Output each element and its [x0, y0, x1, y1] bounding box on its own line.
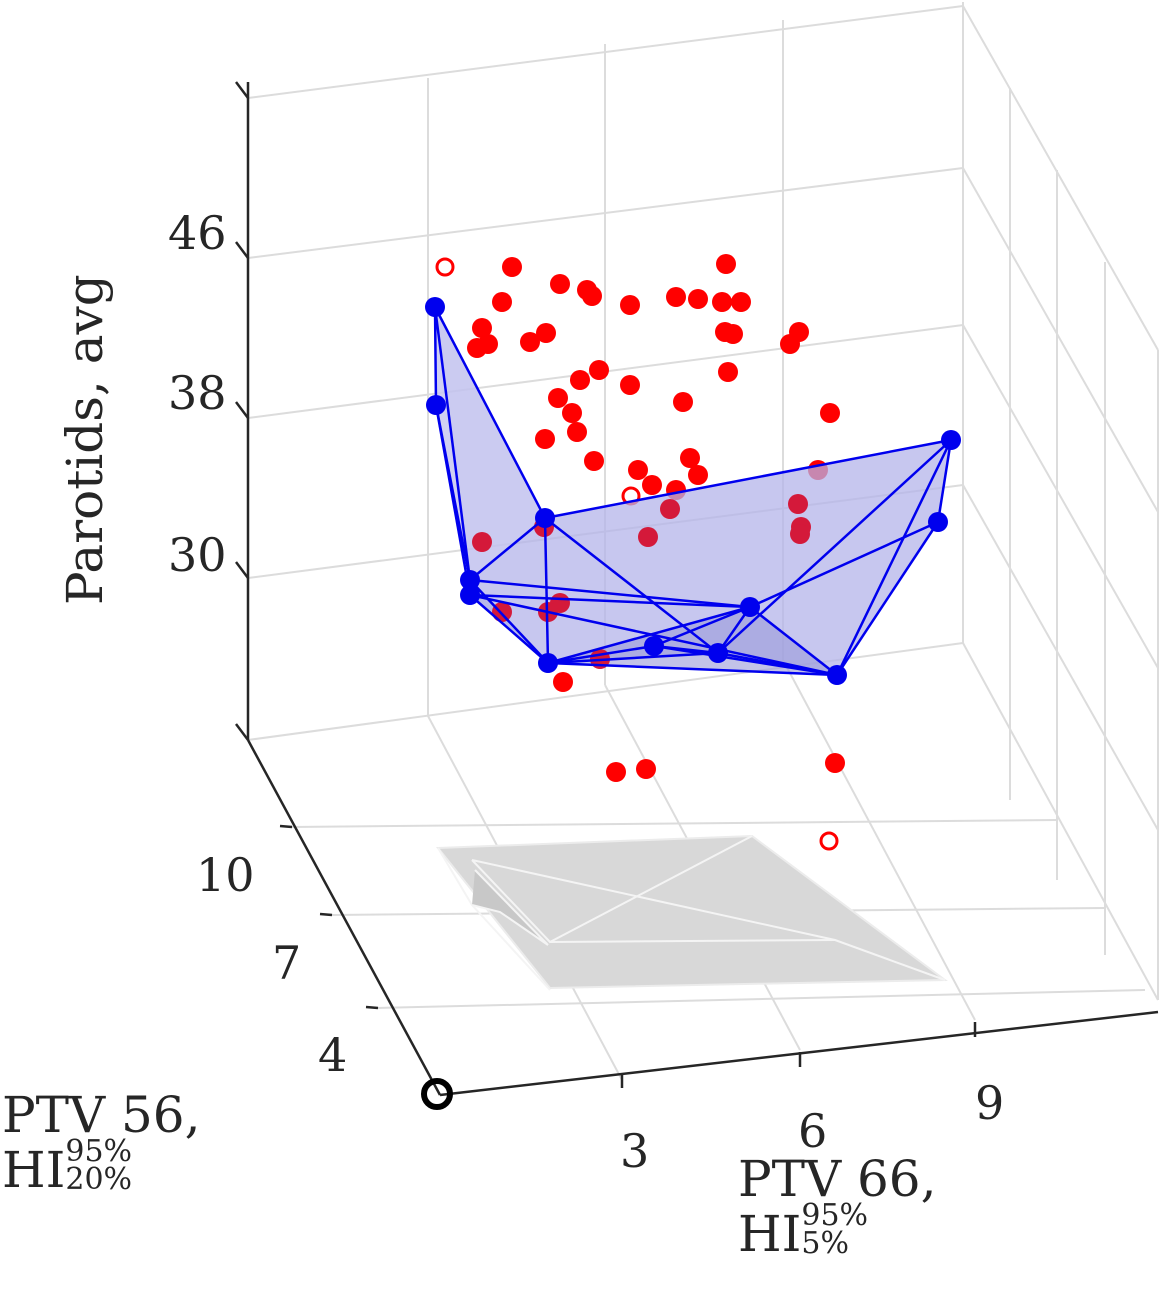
- z-axis-label: Parotids, avg: [56, 274, 114, 605]
- y-axis-label: PTV 56, HI 95% 20%: [2, 1088, 201, 1203]
- x-axis-label-line1: PTV 66,: [738, 1150, 937, 1208]
- y-tick-10: 10: [196, 848, 255, 902]
- y-tick-7: 7: [272, 936, 302, 990]
- y-axis-label-sup: 95%: [65, 1133, 133, 1169]
- blue-points: [425, 297, 961, 685]
- y-axis-label-line1: PTV 56,: [2, 1086, 201, 1144]
- x-axis-label-line2: HI 95% 5%: [738, 1200, 937, 1267]
- x-tick-3: 3: [620, 1124, 650, 1178]
- x-tick-6: 6: [798, 1104, 828, 1158]
- x-axis-label-sup: 95%: [801, 1197, 869, 1233]
- axis-lines: [235, 81, 1159, 1097]
- z-tick-30: 30: [168, 528, 227, 582]
- x-axis-label-sub: 5%: [801, 1226, 849, 1261]
- y-axis-label-sub: 20%: [65, 1162, 133, 1197]
- y-axis-label-hi: HI: [2, 1141, 66, 1199]
- y-axis-label-line2: HI 95% 20%: [2, 1136, 201, 1203]
- y-tick-4: 4: [318, 1028, 348, 1082]
- shadow-projection: [435, 834, 948, 991]
- red-points-front: [553, 672, 845, 782]
- x-tick-9: 9: [975, 1076, 1005, 1130]
- origin-marker: [421, 1078, 453, 1110]
- red-points-back: [467, 254, 840, 500]
- z-tick-46: 46: [168, 206, 227, 260]
- x-axis-label: PTV 66, HI 95% 5%: [738, 1152, 937, 1267]
- x-axis-label-hi: HI: [738, 1205, 802, 1263]
- z-tick-38: 38: [168, 366, 227, 420]
- surface-edges: [433, 306, 953, 677]
